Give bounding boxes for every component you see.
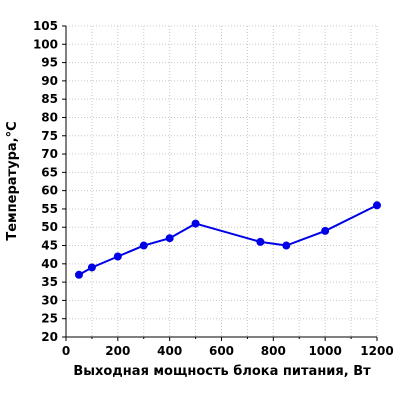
data-point bbox=[321, 227, 329, 235]
y-tick-label: 40 bbox=[41, 257, 58, 271]
data-point bbox=[114, 253, 122, 261]
data-point bbox=[282, 242, 290, 250]
data-series bbox=[75, 201, 381, 279]
data-point bbox=[166, 234, 174, 242]
axes bbox=[62, 26, 377, 341]
tick-labels: 0 200 400 600 800 1000 1200 20 25 30 35 40 45 50 55 60 6… bbox=[33, 19, 394, 358]
y-axis-title: Температура,°C bbox=[5, 121, 20, 240]
y-tick-label: 70 bbox=[41, 147, 58, 161]
y-tick-label: 30 bbox=[41, 293, 58, 307]
data-point bbox=[373, 201, 381, 209]
x-tick-label: 800 bbox=[261, 344, 286, 358]
x-tick-label: 0 bbox=[62, 344, 70, 358]
x-tick-label: 600 bbox=[209, 344, 234, 358]
data-point bbox=[256, 238, 264, 246]
y-tick-label: 50 bbox=[41, 220, 58, 234]
data-point bbox=[88, 263, 96, 271]
y-tick-label: 45 bbox=[41, 239, 58, 253]
data-point bbox=[192, 220, 200, 228]
data-point bbox=[75, 271, 83, 279]
data-point bbox=[140, 242, 148, 250]
y-tick-label: 20 bbox=[41, 330, 58, 344]
y-tick-label: 55 bbox=[41, 202, 58, 216]
y-tick-label: 25 bbox=[41, 312, 58, 326]
y-tick-label: 35 bbox=[41, 275, 58, 289]
y-tick-label: 100 bbox=[33, 37, 58, 51]
y-tick-label: 90 bbox=[41, 74, 58, 88]
grid bbox=[66, 26, 377, 337]
x-tick-label: 200 bbox=[105, 344, 130, 358]
x-tick-label: 1000 bbox=[308, 344, 341, 358]
y-tick-label: 60 bbox=[41, 184, 58, 198]
x-tick-label: 400 bbox=[157, 344, 182, 358]
series-line bbox=[79, 205, 377, 275]
x-axis-title: Выходная мощность блока питания, Вт bbox=[73, 364, 371, 379]
y-tick-label: 95 bbox=[41, 56, 58, 70]
y-tick-label: 75 bbox=[41, 129, 58, 143]
y-tick-label: 65 bbox=[41, 165, 58, 179]
y-tick-label: 105 bbox=[33, 19, 58, 33]
x-tick-label: 1200 bbox=[360, 344, 393, 358]
y-tick-label: 85 bbox=[41, 92, 58, 106]
y-tick-label: 80 bbox=[41, 110, 58, 124]
